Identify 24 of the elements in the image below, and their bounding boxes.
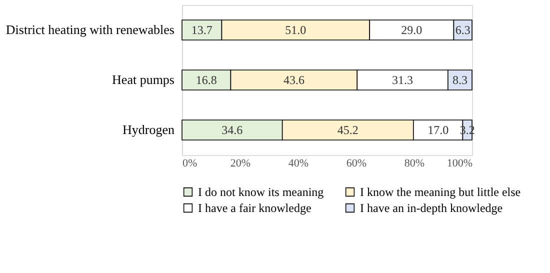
data-label: 13.7	[191, 23, 212, 37]
data-label: 34.6	[222, 123, 243, 137]
y-tick-label: Hydrogen	[122, 122, 175, 137]
data-label: 43.6	[283, 73, 304, 87]
data-label: 6.3	[455, 23, 470, 37]
x-tick-label: 0%	[182, 158, 198, 170]
data-label: 16.8	[196, 73, 217, 87]
data-label: 51.0	[285, 23, 306, 37]
legend-label: I do not know its meaning	[198, 185, 324, 199]
x-tick-label: 80%	[404, 158, 425, 170]
y-tick-label: Heat pumps	[112, 72, 174, 87]
x-tick-label: 100%	[446, 158, 472, 170]
data-label: 29.0	[401, 23, 422, 37]
legend-label: I have a fair knowledge	[198, 201, 312, 215]
data-label: 31.3	[392, 73, 414, 87]
data-label: 8.3	[452, 73, 468, 87]
legend-label: I know the meaning but little else	[360, 185, 521, 199]
data-label: 45.2	[337, 123, 358, 137]
data-label: 17.0	[428, 123, 449, 137]
y-tick-label: District heating with renewables	[6, 22, 174, 37]
x-tick-label: 20%	[230, 158, 251, 170]
x-tick-label: 60%	[346, 158, 367, 170]
legend-label: I have an in-depth knowledge	[360, 201, 503, 215]
x-tick-label: 40%	[288, 158, 309, 170]
